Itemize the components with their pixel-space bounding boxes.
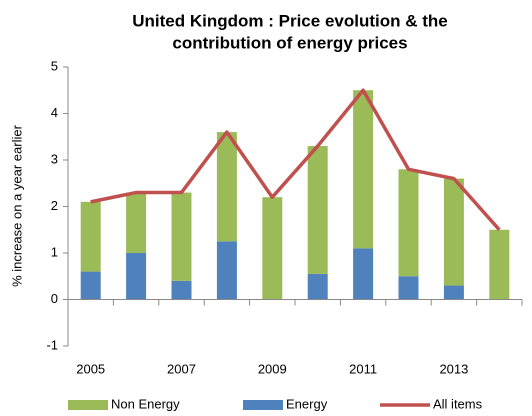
y-tick-label: 2	[51, 198, 58, 213]
x-tick-label: 2009	[258, 361, 287, 376]
legend-swatch	[68, 400, 108, 410]
bar	[80, 201, 101, 272]
bar	[80, 271, 101, 300]
bar	[126, 192, 147, 253]
x-tick-label: 2007	[167, 361, 196, 376]
legend-label: Energy	[286, 396, 328, 411]
bar	[216, 241, 237, 300]
x-tick-label: 2013	[439, 361, 468, 376]
bar	[307, 273, 328, 300]
bar	[443, 285, 464, 300]
bar	[262, 197, 283, 300]
legend-label: All items	[433, 396, 483, 411]
bar	[398, 276, 419, 300]
x-tick-label: 2011	[349, 361, 377, 376]
bar	[216, 132, 237, 242]
y-tick-label: 4	[51, 105, 58, 120]
bar	[126, 253, 147, 300]
bar	[489, 229, 510, 300]
x-tick-label: 2005	[76, 361, 105, 376]
bar	[353, 90, 374, 249]
legend-swatch	[243, 400, 283, 410]
y-tick-label: 1	[51, 244, 58, 259]
bar	[171, 192, 192, 281]
chart-title: contribution of energy prices	[172, 33, 407, 52]
bar	[353, 248, 374, 300]
bar	[443, 178, 464, 286]
bar	[171, 280, 192, 300]
bar	[307, 146, 328, 274]
y-tick-label: 5	[51, 58, 58, 73]
y-tick-label: -1	[46, 337, 58, 352]
bar	[398, 169, 419, 277]
y-tick-label: 0	[51, 291, 58, 306]
legend-label: Non Energy	[111, 396, 180, 411]
y-tick-label: 3	[51, 151, 58, 166]
line	[90, 88, 501, 231]
chart-title: United Kingdom : Price evolution & the	[132, 11, 447, 30]
y-axis-label: % increase on a year earlier	[9, 124, 24, 287]
